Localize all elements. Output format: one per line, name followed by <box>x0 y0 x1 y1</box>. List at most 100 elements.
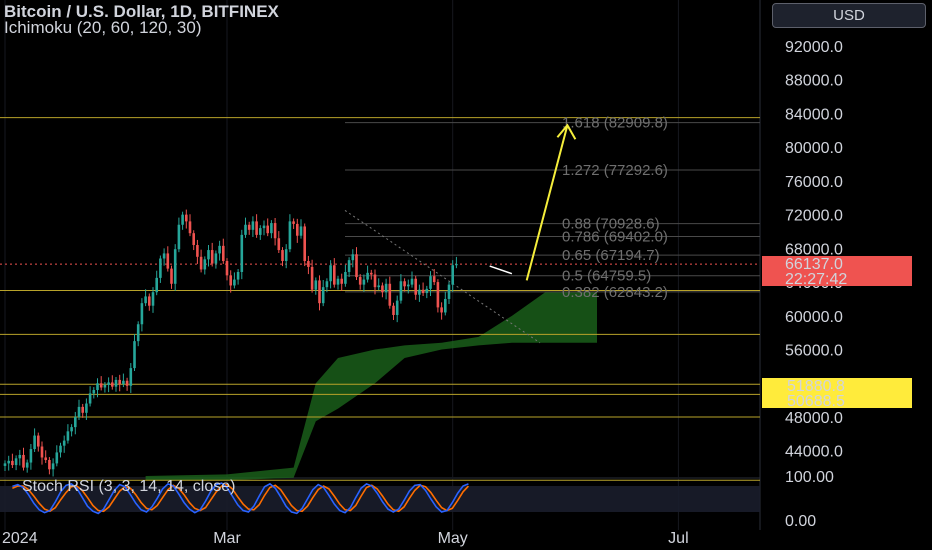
currency-button[interactable]: USD <box>772 3 926 28</box>
candle-body <box>373 274 377 288</box>
candle-body <box>148 296 151 306</box>
time-tick-label: May <box>438 530 468 547</box>
candle-body <box>421 289 425 294</box>
candle-body <box>159 258 162 278</box>
fib-label: 0.65 (67194.7) <box>562 247 660 264</box>
candle-body <box>299 226 303 236</box>
candle-body <box>377 285 380 288</box>
stoch-tick-label: 0.00 <box>785 513 816 530</box>
candle-body <box>381 285 384 293</box>
candle-body <box>203 259 207 270</box>
candle-body <box>29 449 33 463</box>
candle-body <box>270 223 273 234</box>
candle-body <box>410 278 414 285</box>
candle-body <box>114 379 118 387</box>
candle-body <box>136 324 140 342</box>
price-tick-label: 72000.0 <box>785 208 843 225</box>
candle-body <box>96 383 99 391</box>
candle-body <box>244 224 247 235</box>
candle-body <box>303 226 306 262</box>
price-tick-label: 84000.0 <box>785 106 843 123</box>
candle-body <box>425 288 429 294</box>
candle-body <box>325 281 329 288</box>
candle-body <box>240 234 244 272</box>
candle-body <box>62 440 66 446</box>
candle-body <box>188 221 192 234</box>
candle-body <box>7 460 10 464</box>
candle-body <box>185 214 188 222</box>
candle-body <box>436 282 440 308</box>
projection-up-arrow <box>525 125 569 281</box>
candle-body <box>125 380 129 386</box>
candle-body <box>111 382 114 387</box>
indicator-legend[interactable]: Ichimoku (20, 60, 120, 30) <box>4 18 202 37</box>
candle-body <box>259 228 262 235</box>
candle-body <box>177 224 181 250</box>
price-tick-label: 56000.0 <box>785 343 843 360</box>
candle-body <box>218 245 221 254</box>
level-tag-value: 50688.5 <box>787 393 845 410</box>
candle-body <box>66 431 70 441</box>
candle-body <box>358 277 362 285</box>
candle-body <box>225 261 229 276</box>
candle-body <box>166 253 170 269</box>
candle-body <box>33 435 36 450</box>
candle-body <box>440 307 443 313</box>
fib-label: 1.272 (77292.6) <box>562 162 668 179</box>
candles <box>3 209 458 477</box>
chart-title: Bitcoin / U.S. Dollar, 1D, BITFINEX <box>4 2 279 21</box>
candle-body <box>403 281 406 287</box>
level-tag <box>762 393 912 408</box>
candle-body <box>59 445 62 453</box>
fib-label: 0.88 (70928.6) <box>562 216 660 233</box>
candle-body <box>133 341 136 369</box>
candle-body <box>344 271 347 284</box>
candle-body <box>310 266 314 290</box>
candle-body <box>392 305 395 315</box>
candle-body <box>118 379 121 385</box>
time-axis[interactable]: 2024 Mar May Jul <box>2 530 689 547</box>
candle-body <box>99 383 103 388</box>
candle-body <box>22 454 25 468</box>
current-price-value: 66137.0 <box>785 256 843 273</box>
candle-body <box>92 390 96 394</box>
candle-body <box>388 283 392 306</box>
candle-body <box>277 238 281 251</box>
candle-body <box>444 298 447 313</box>
fib-label: 0.5 (64759.5) <box>562 268 651 285</box>
candle-body <box>74 417 77 428</box>
candle-body <box>407 284 410 287</box>
candle-body <box>229 275 232 286</box>
candle-body <box>429 276 432 289</box>
candle-body <box>447 284 451 299</box>
candle-body <box>151 292 155 306</box>
candle-body <box>107 382 110 385</box>
candle-body <box>307 261 310 267</box>
candle-body <box>14 458 18 466</box>
level-tag <box>762 378 912 393</box>
stoch-rsi-pane: Stoch RSI (3, 3, 14, 14, close) 100.00 0.0… <box>0 469 834 530</box>
price-tick-label: 44000.0 <box>785 444 843 461</box>
candle-body <box>370 272 373 275</box>
candle-body <box>48 460 51 470</box>
candle-body <box>336 278 340 285</box>
candle-body <box>355 254 358 278</box>
candle-body <box>288 221 292 250</box>
candle-body <box>281 250 284 262</box>
candle-body <box>247 224 251 230</box>
candle-body <box>85 403 88 413</box>
candle-body <box>314 280 318 290</box>
candle-body <box>351 254 355 261</box>
candle-body <box>340 278 343 284</box>
stoch-tick-label: 100.00 <box>785 469 834 486</box>
candle-body <box>173 249 177 284</box>
candle-body <box>88 393 92 404</box>
candle-body <box>414 278 417 295</box>
candle-body <box>262 225 266 229</box>
candle-body <box>207 250 210 260</box>
candle-body <box>144 296 147 304</box>
candle-body <box>192 233 195 245</box>
candle-body <box>44 457 47 461</box>
projection-down-leg <box>489 265 513 275</box>
